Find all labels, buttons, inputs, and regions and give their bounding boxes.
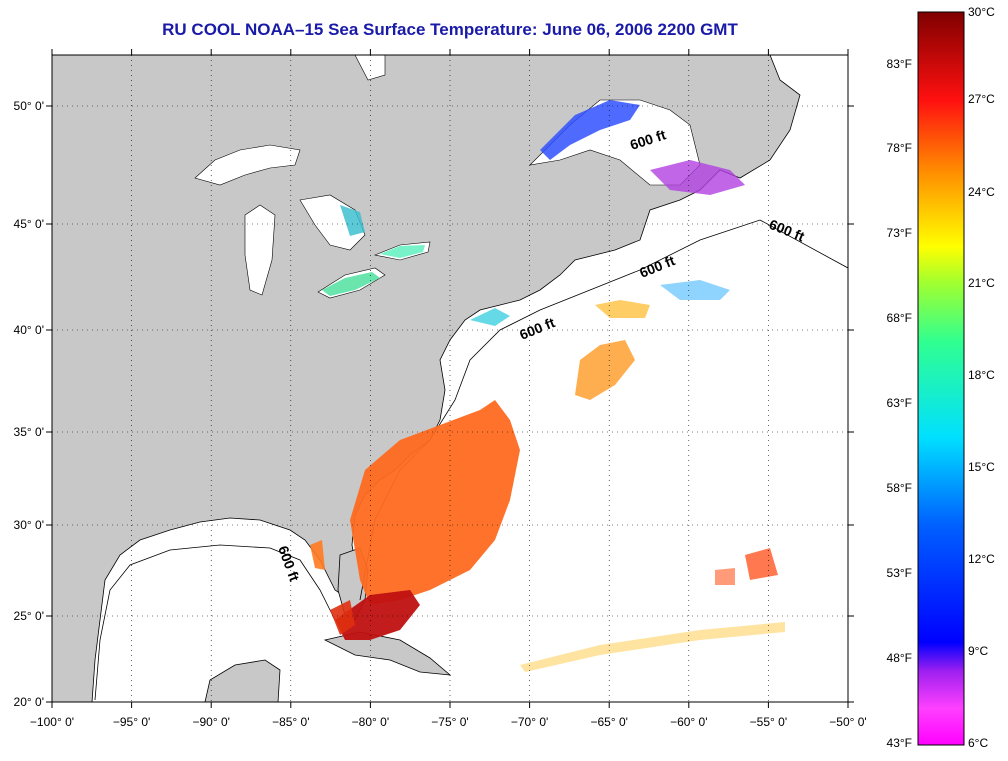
sst-patch-st-lawrence xyxy=(540,100,640,160)
sst-patch-florida-straits xyxy=(335,590,420,640)
sst-patch-gulf-st-lawrence xyxy=(650,160,745,195)
lat-tick-label: 30° 0' xyxy=(14,518,44,532)
lat-tick-label: 25° 0' xyxy=(14,609,44,623)
lon-tick-label: −55° 0' xyxy=(750,715,787,729)
colorbar-celsius-label: 9°C xyxy=(968,644,988,658)
colorbar-celsius-label: 6°C xyxy=(968,736,988,750)
lat-tick-label: 50° 0' xyxy=(14,99,44,113)
sst-patch-scotian xyxy=(660,280,730,300)
colorbar-celsius-label: 12°C xyxy=(968,552,995,566)
colorbar-celsius-label: 15°C xyxy=(968,460,995,474)
sst-patch-lake-huron xyxy=(340,205,365,236)
lon-tick-label: −85° 0' xyxy=(272,715,309,729)
colorbar-fahrenheit-label: 78°F xyxy=(887,141,912,155)
sst-patch-east-warm xyxy=(745,548,778,580)
sst-patch-midatlantic xyxy=(575,340,635,400)
lon-tick-label: −100° 0' xyxy=(30,715,74,729)
sst-patch-east-warm2 xyxy=(715,568,735,585)
sst-patch-shelf xyxy=(595,300,650,318)
axis-ticks: −100° 0' −95° 0' −90° 0' −85° 0' −80° 0' −75°… xyxy=(14,49,867,729)
isobath-gulf xyxy=(94,544,336,701)
colorbar-fahrenheit-label: 63°F xyxy=(887,396,912,410)
lat-tick-label: 45° 0' xyxy=(14,217,44,231)
colorbar-celsius-label: 24°C xyxy=(968,185,995,199)
colorbar-fahrenheit-label: 53°F xyxy=(887,566,912,580)
colorbar-fahrenheit-label: 58°F xyxy=(887,481,912,495)
lake-superior xyxy=(194,144,301,186)
colorbar-celsius-label: 18°C xyxy=(968,368,995,382)
colorbar-gradient xyxy=(917,11,965,746)
lon-tick-label: −95° 0' xyxy=(113,715,150,729)
colorbar-fahrenheit-label: 73°F xyxy=(887,226,912,240)
lat-tick-label: 40° 0' xyxy=(14,323,44,337)
lon-tick-label: −75° 0' xyxy=(431,715,468,729)
colorbar-celsius-label: 30°C xyxy=(968,5,995,19)
colorbar-fahrenheit-label: 83°F xyxy=(887,57,912,71)
map-title: RU COOL NOAA–15 Sea Surface Temperature:… xyxy=(162,20,738,39)
lon-tick-label: −65° 0' xyxy=(590,715,627,729)
sst-patch-lake-ontario xyxy=(380,245,425,258)
colorbar-fahrenheit-label: 68°F xyxy=(887,311,912,325)
sst-patch-gulf-maine xyxy=(470,308,510,326)
lat-tick-label: 35° 0' xyxy=(14,425,44,439)
lon-tick-label: −90° 0' xyxy=(192,715,229,729)
sst-patch-south-band xyxy=(520,622,785,672)
colorbar-celsius-label: 27°C xyxy=(968,92,995,106)
lon-tick-label: −70° 0' xyxy=(511,715,548,729)
sst-patch-gulf-florida xyxy=(310,540,325,570)
colorbar-fahrenheit-label: 43°F xyxy=(887,736,912,750)
colorbar-celsius-label: 21°C xyxy=(968,276,995,290)
land-yucatan xyxy=(204,659,281,702)
sst-patch-gulfstream xyxy=(350,400,520,605)
lon-tick-label: −50° 0' xyxy=(829,715,866,729)
lon-tick-label: −60° 0' xyxy=(670,715,707,729)
lake-michigan xyxy=(244,204,276,296)
lat-tick-label: 20° 0' xyxy=(14,695,44,709)
sst-patch-lake-erie xyxy=(322,272,380,296)
hudson-bay-inlet xyxy=(354,55,386,81)
sst-patch-warm-south xyxy=(330,600,355,635)
sst-data xyxy=(310,100,785,672)
lon-tick-label: −80° 0' xyxy=(352,715,389,729)
colorbar-fahrenheit-label: 48°F xyxy=(887,651,912,665)
